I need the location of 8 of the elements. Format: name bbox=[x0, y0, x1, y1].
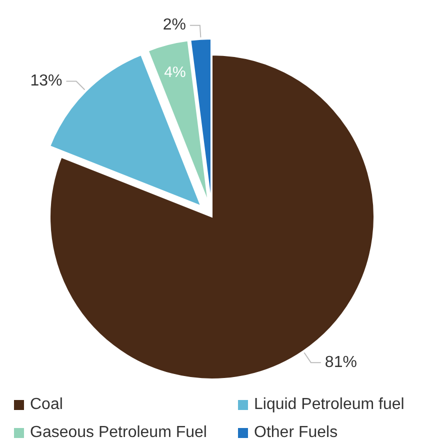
data-label: 13% bbox=[30, 72, 62, 90]
legend-label: Other Fuels bbox=[254, 424, 338, 442]
legend-label: Coal bbox=[30, 396, 63, 414]
legend-label: Liquid Petroleum fuel bbox=[254, 396, 404, 414]
data-label: 81% bbox=[324, 354, 357, 371]
legend-label: Gaseous Petroleum Fuel bbox=[30, 424, 207, 442]
data-label: 4% bbox=[164, 64, 186, 81]
data-label: 2% bbox=[162, 16, 186, 34]
